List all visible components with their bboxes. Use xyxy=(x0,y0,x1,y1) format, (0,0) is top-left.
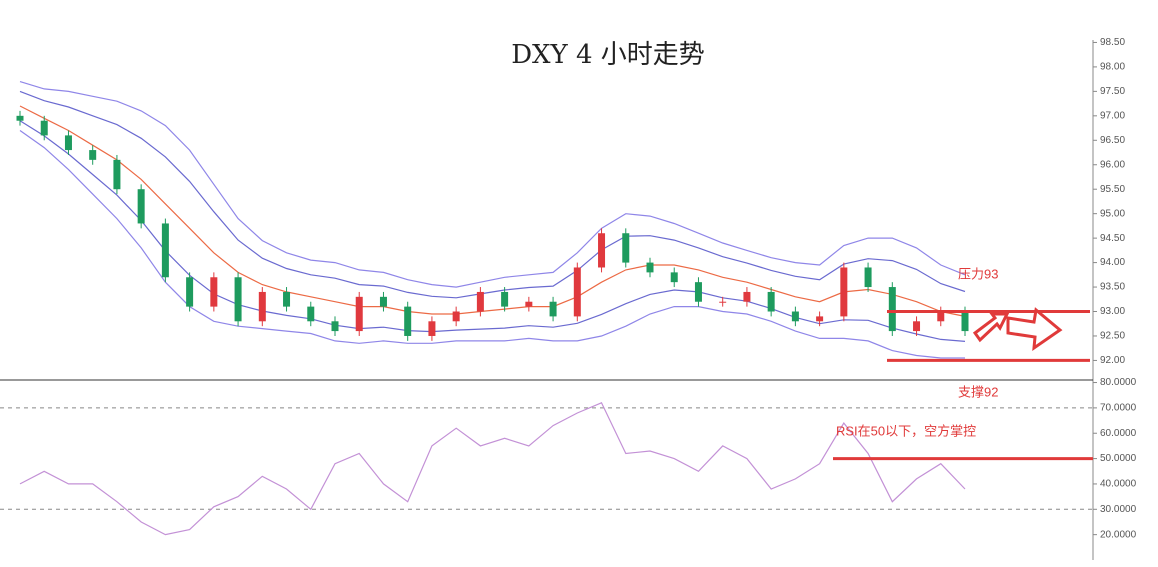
annotation: 支撑92 xyxy=(958,384,998,399)
y-tick-label: 95.00 xyxy=(1100,208,1125,219)
candle-body xyxy=(210,277,218,307)
line xyxy=(19,90,966,299)
y-tick-label: 40.0000 xyxy=(1100,479,1137,490)
candle-body xyxy=(913,321,921,332)
y-tick-label: 95.50 xyxy=(1100,184,1125,195)
candle-body xyxy=(258,291,266,322)
candle-body xyxy=(670,272,678,283)
line xyxy=(19,120,966,342)
candle-body xyxy=(428,321,436,336)
candle-body xyxy=(961,311,969,332)
candle-body xyxy=(864,267,872,288)
chart-title: DXY 4 小时走势 xyxy=(511,40,705,70)
candle-body xyxy=(573,267,581,317)
candle-body xyxy=(476,291,484,312)
y-tick-label: 96.00 xyxy=(1100,159,1125,170)
annotation: 压力93 xyxy=(958,266,998,281)
y-tick-label: 98.00 xyxy=(1100,62,1125,73)
candle-body xyxy=(161,223,169,278)
candle-body xyxy=(937,311,945,322)
candle-body xyxy=(331,321,339,332)
y-tick-label: 96.50 xyxy=(1100,135,1125,146)
candle-body xyxy=(89,150,97,160)
candle-body xyxy=(379,296,387,307)
y-tick-label: 97.50 xyxy=(1100,86,1125,97)
candle-body xyxy=(840,267,848,317)
arrows xyxy=(972,307,1063,352)
y-tick-label: 94.00 xyxy=(1100,257,1125,268)
line xyxy=(19,81,966,288)
candle-body xyxy=(549,301,557,317)
candle-body xyxy=(113,159,121,190)
candle-body xyxy=(791,311,799,322)
y-tick-label: 20.0000 xyxy=(1100,529,1137,540)
candle-body xyxy=(719,301,727,303)
candle-body xyxy=(452,311,460,322)
candle-body xyxy=(622,233,630,263)
candle-body xyxy=(234,277,242,322)
candle-body xyxy=(767,291,775,312)
annotation: RSI在50以下，空方掌控 xyxy=(836,423,976,438)
candle-body xyxy=(16,115,24,121)
y-tick-label: 98.50 xyxy=(1100,37,1125,48)
y-tick-label: 92.00 xyxy=(1100,355,1125,366)
y-tick-label: 93.50 xyxy=(1100,282,1125,293)
y-tick-label: 97.00 xyxy=(1100,110,1125,121)
y-tick-label: 80.0000 xyxy=(1100,377,1137,388)
y-tick-label: 30.0000 xyxy=(1100,504,1137,515)
candle-body xyxy=(694,282,702,302)
candle-body xyxy=(64,135,72,151)
line xyxy=(19,105,966,317)
candle-body xyxy=(40,120,48,136)
candle-body xyxy=(137,189,145,224)
y-tick-label: 70.0000 xyxy=(1100,403,1137,414)
candle-body xyxy=(186,277,194,307)
candle-body xyxy=(501,291,509,307)
line xyxy=(19,130,965,359)
candle-body xyxy=(816,316,824,322)
candle-body xyxy=(525,301,533,307)
line xyxy=(19,402,966,536)
y-tick-label: 50.0000 xyxy=(1100,453,1137,464)
candle-body xyxy=(283,291,291,307)
y-tick-label: 92.50 xyxy=(1100,331,1125,342)
candle-body xyxy=(598,233,606,268)
candle-body xyxy=(888,287,896,332)
candle-body xyxy=(355,296,363,332)
arrow xyxy=(972,312,1010,343)
candle-body xyxy=(404,306,412,336)
candle-body xyxy=(646,262,654,273)
candle-body xyxy=(307,306,315,322)
arrow xyxy=(1006,307,1063,352)
y-tick-label: 94.50 xyxy=(1100,233,1125,244)
candle-body xyxy=(743,291,751,302)
y-tick-label: 60.0000 xyxy=(1100,428,1137,439)
y-tick-label: 93.00 xyxy=(1100,306,1125,317)
